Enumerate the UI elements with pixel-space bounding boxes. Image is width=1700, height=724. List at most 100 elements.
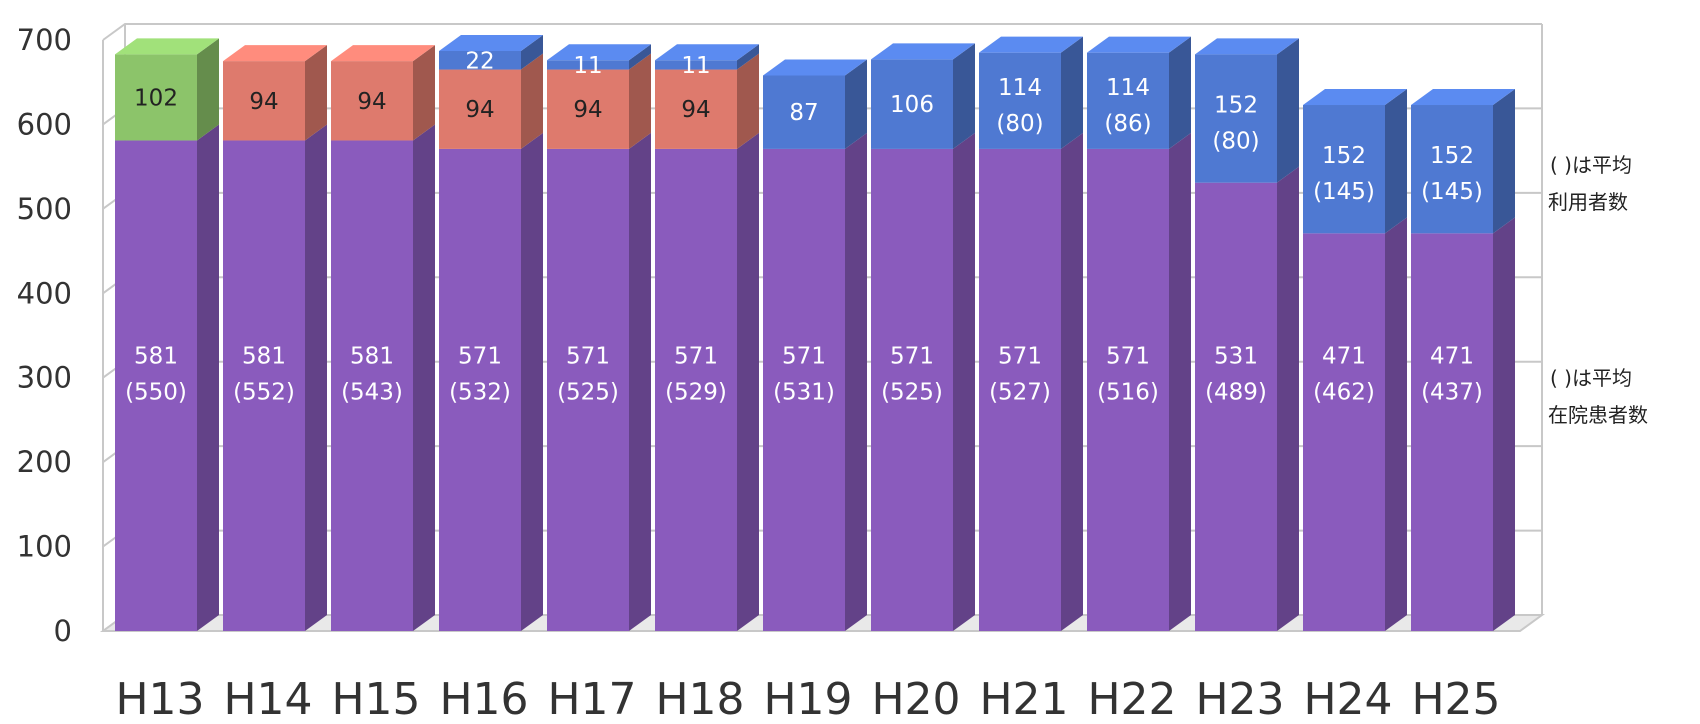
bar-segment <box>115 140 197 631</box>
data-label: 571 <box>782 343 826 369</box>
bar-top-face <box>115 38 219 55</box>
data-label-average: (531) <box>773 379 835 405</box>
x-category-label: H19 <box>763 674 852 724</box>
y-tick-label: 700 <box>17 23 72 57</box>
bar-segment-side <box>1169 36 1191 149</box>
data-label: 581 <box>242 343 286 369</box>
data-label-average: (80) <box>1212 129 1259 155</box>
bar-top-face <box>979 36 1083 53</box>
data-label: 571 <box>458 343 502 369</box>
bar-segment-side <box>197 38 219 141</box>
bar-segment-side <box>1385 217 1407 631</box>
bar-segment-side <box>845 132 867 632</box>
data-label-average: (437) <box>1421 379 1483 405</box>
bar-segment <box>1195 182 1277 632</box>
data-label: 22 <box>465 48 494 74</box>
bar-segment <box>1195 54 1277 183</box>
bar-segment-side <box>1493 217 1515 631</box>
x-category-label: H16 <box>439 674 528 724</box>
bar-segment <box>223 61 305 141</box>
bar-top-face <box>547 44 651 61</box>
data-label-average: (525) <box>557 379 619 405</box>
data-label: 571 <box>998 343 1042 369</box>
data-label: 87 <box>789 100 818 126</box>
bar-segment <box>655 148 737 632</box>
x-category-label: H23 <box>1195 674 1284 724</box>
data-label: 94 <box>357 89 386 115</box>
y-tick-label: 0 <box>54 614 72 648</box>
y-tick-label: 300 <box>17 361 72 395</box>
bar-segment-side <box>737 44 759 70</box>
bar-segment <box>763 75 845 149</box>
bar-segment <box>655 60 737 70</box>
bar-top-face <box>331 45 435 62</box>
bar-segment <box>1087 148 1169 632</box>
bar-segment <box>547 69 629 149</box>
bar-segment <box>331 61 413 141</box>
x-category-label: H25 <box>1411 674 1500 724</box>
y-tick-label: 600 <box>17 107 72 141</box>
bar-top-face <box>871 43 975 60</box>
x-category-label: H13 <box>115 674 204 724</box>
data-label: 152 <box>1430 143 1474 169</box>
data-label-average: (145) <box>1313 179 1375 205</box>
data-label-average: (489) <box>1205 379 1267 405</box>
bar-segment-side <box>1385 89 1407 234</box>
y-tick-label: 400 <box>17 276 72 310</box>
bar-segment-side <box>737 132 759 632</box>
bar-segment-side <box>413 124 435 631</box>
bar-top-face <box>1195 38 1299 55</box>
bar-top-face <box>763 59 867 76</box>
legend-note-line1: ( )は平均 <box>1550 366 1632 390</box>
data-label-average: (86) <box>1104 111 1151 137</box>
bar-segment <box>547 148 629 632</box>
data-label: 571 <box>1106 343 1150 369</box>
bar-segment-side <box>1061 36 1083 149</box>
legend-note-line2: 在院患者数 <box>1548 403 1648 427</box>
bar-segment-side <box>305 45 327 141</box>
data-label: 471 <box>1430 343 1474 369</box>
bar-segment-side <box>629 44 651 70</box>
bar-top-face <box>655 44 759 61</box>
bar-top-face <box>439 34 543 51</box>
bar-segment-side <box>737 53 759 149</box>
data-label: 531 <box>1214 343 1258 369</box>
bar-segment-side <box>521 34 543 70</box>
bar-segment-side <box>845 59 867 149</box>
x-category-label: H21 <box>979 674 1068 724</box>
bar-segment <box>871 148 953 632</box>
bar-segment-side <box>305 124 327 631</box>
data-label: 581 <box>350 343 394 369</box>
bar-segment <box>1411 233 1493 631</box>
bar-segment <box>439 148 521 632</box>
data-label: 94 <box>681 97 710 123</box>
bar-segment-side <box>953 43 975 149</box>
bar-segment <box>547 60 629 70</box>
bar-segment-side <box>1493 89 1515 234</box>
data-label: 152 <box>1322 143 1366 169</box>
data-label-average: (145) <box>1421 179 1483 205</box>
bar-segment <box>763 148 845 632</box>
bar-segment <box>439 50 521 70</box>
data-label-average: (516) <box>1097 379 1159 405</box>
bar-segment <box>871 59 953 149</box>
bar-top-face <box>1303 89 1407 106</box>
data-label: 94 <box>573 97 602 123</box>
data-label-average: (532) <box>449 379 511 405</box>
data-label-average: (80) <box>996 111 1043 137</box>
bar-segment-side <box>629 132 651 632</box>
legend-note-line2: 利用者数 <box>1548 190 1628 214</box>
data-label-average: (525) <box>881 379 943 405</box>
bar-segment <box>1303 233 1385 631</box>
bar-segment-side <box>1277 166 1299 632</box>
bar-segment-side <box>629 53 651 149</box>
data-label: 571 <box>566 343 610 369</box>
bar-segment-side <box>413 45 435 141</box>
x-category-label: H22 <box>1087 674 1176 724</box>
x-category-label: H20 <box>871 674 960 724</box>
bar-top-face <box>1087 36 1191 53</box>
data-label: 11 <box>681 53 710 79</box>
bar-segment <box>223 140 305 631</box>
